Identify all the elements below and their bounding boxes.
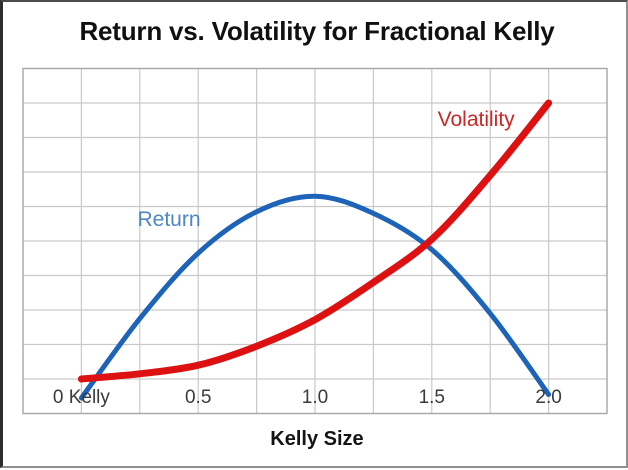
return-curve xyxy=(78,193,552,401)
chart-title: Return vs. Volatility for Fractional Kel… xyxy=(79,16,555,46)
x-axis-title: Kelly Size xyxy=(270,428,364,450)
series-label-volatility: Volatility xyxy=(437,108,515,132)
plot-area xyxy=(22,67,608,415)
x-tick-label: 2.0 xyxy=(535,387,562,408)
volatility-curve xyxy=(77,99,553,383)
x-tick-label: 0.5 xyxy=(184,387,212,408)
plot-border xyxy=(22,67,608,415)
x-tick-label: 1.5 xyxy=(418,387,446,408)
series-label-return: Return xyxy=(137,208,201,232)
x-tick-label: 0 Kelly xyxy=(52,387,110,408)
x-tick-label: 1.0 xyxy=(301,387,329,408)
